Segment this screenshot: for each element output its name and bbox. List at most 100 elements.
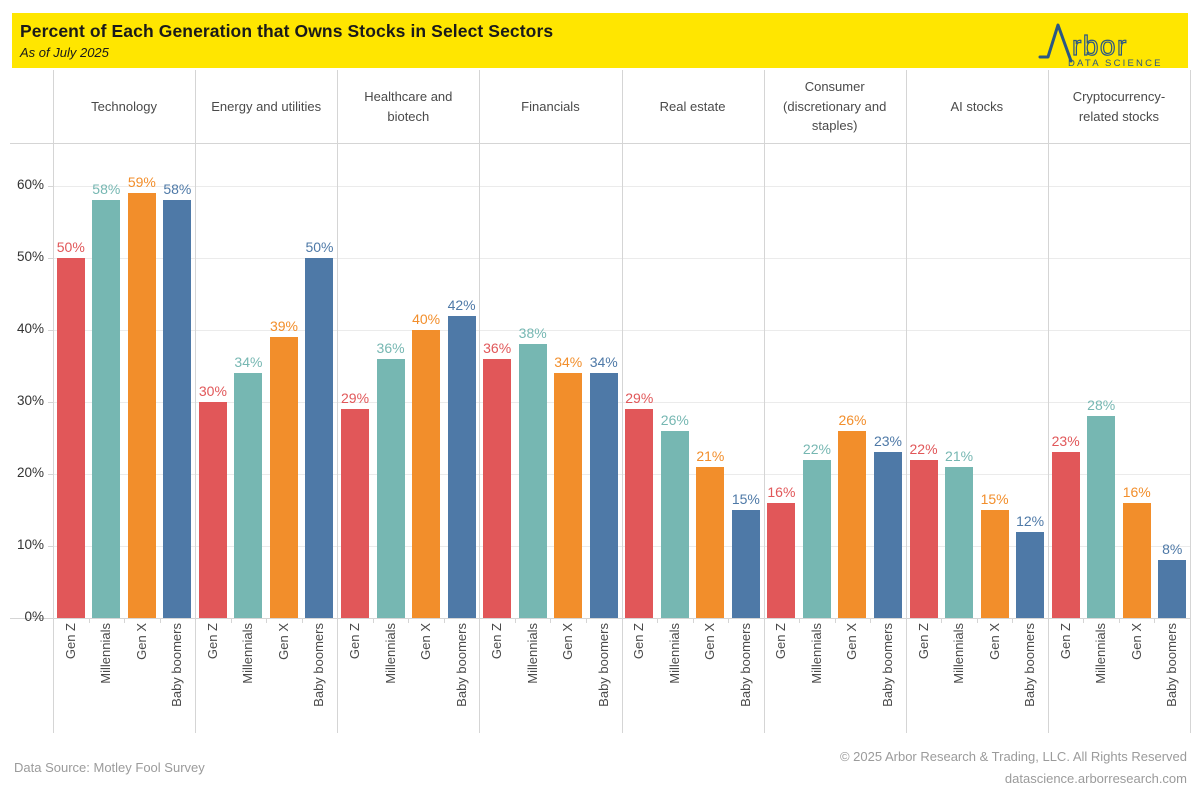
logo-tagline-text: DATA SCIENCE <box>1068 58 1163 68</box>
x-tick-label: Millennials <box>382 623 398 684</box>
bar[interactable] <box>412 330 441 618</box>
panel-header: Consumer (discretionary and staples) <box>783 79 887 134</box>
data-source: Data Source: Motley Fool Survey <box>14 760 205 775</box>
website-link[interactable]: datascience.arborresearch.com <box>1004 770 1187 786</box>
bar[interactable] <box>731 510 760 618</box>
bar-value-label: 23% <box>873 433 902 450</box>
bar-value-label: 16% <box>767 483 796 500</box>
bar-value-label: 36% <box>483 339 512 356</box>
panel-divider <box>621 70 623 733</box>
x-tick-mark <box>870 618 872 623</box>
bar[interactable] <box>1087 416 1116 618</box>
bar[interactable] <box>1158 560 1187 618</box>
panel-divider <box>53 70 54 733</box>
panel-divider <box>1190 70 1191 733</box>
bar-value-label: 28% <box>1087 397 1116 414</box>
bar-value-label: 23% <box>1051 433 1080 450</box>
bar[interactable] <box>1051 452 1080 618</box>
panel-divider <box>905 70 907 733</box>
x-tick-label: Gen Z <box>204 623 220 660</box>
bar[interactable] <box>92 200 121 618</box>
bar[interactable] <box>625 409 654 618</box>
x-tick-label: Baby boomers <box>737 623 753 707</box>
bar-value-label: 8% <box>1162 541 1183 558</box>
y-tick-label: 50% <box>16 249 44 264</box>
y-tick-label: 40% <box>16 321 44 336</box>
panel-header: AI stocks <box>950 98 1004 114</box>
x-tick-mark <box>585 618 587 623</box>
x-tick-label: Gen Z <box>773 623 789 660</box>
bar[interactable] <box>589 373 618 618</box>
bar[interactable] <box>447 315 476 618</box>
x-tick-mark <box>88 618 90 623</box>
x-tick-mark <box>266 618 268 623</box>
bar[interactable] <box>127 193 156 618</box>
x-tick-label: Baby boomers <box>311 623 327 707</box>
bar-value-label: 58% <box>92 181 121 198</box>
x-tick-label: Millennials <box>98 623 114 684</box>
copyright-text: © 2025 Arbor Research & Trading, LLC. Al… <box>839 749 1187 764</box>
bar-value-label: 29% <box>625 390 654 407</box>
bar-value-label: 29% <box>341 390 370 407</box>
bar[interactable] <box>802 459 831 618</box>
y-tick-mark <box>48 546 53 547</box>
bar-value-label: 59% <box>127 174 156 191</box>
bar[interactable] <box>909 459 938 618</box>
bar-value-label: 21% <box>696 447 725 464</box>
bar[interactable] <box>341 409 370 618</box>
x-tick-label: Gen Z <box>631 623 647 660</box>
x-tick-label: Gen X <box>418 623 434 660</box>
bar[interactable] <box>198 402 227 618</box>
x-tick-mark <box>550 618 552 623</box>
bar-value-label: 22% <box>909 440 938 457</box>
bar[interactable] <box>376 358 405 618</box>
bar-value-label: 34% <box>589 354 618 371</box>
x-tick-mark <box>408 618 410 623</box>
bar[interactable] <box>660 430 689 618</box>
bar[interactable] <box>767 502 796 618</box>
x-tick-mark <box>834 618 836 623</box>
bar-value-label: 38% <box>518 325 547 342</box>
bar[interactable] <box>980 510 1009 618</box>
plot-top-border <box>10 143 1190 144</box>
bar[interactable] <box>269 337 298 618</box>
x-tick-label: Gen X <box>986 623 1002 660</box>
panel-divider <box>1047 70 1049 733</box>
x-tick-label: Baby boomers <box>453 623 469 707</box>
bar[interactable] <box>554 373 583 618</box>
bar-value-label: 15% <box>980 491 1009 507</box>
panel-divider <box>195 70 197 733</box>
x-tick-mark <box>443 618 445 623</box>
bar[interactable] <box>945 466 974 618</box>
y-tick-mark <box>48 258 53 259</box>
bar[interactable] <box>56 258 85 618</box>
bar-value-label: 39% <box>269 318 298 335</box>
x-tick-mark <box>799 618 801 623</box>
bar[interactable] <box>483 358 512 618</box>
x-tick-label: Millennials <box>240 623 256 684</box>
panel-header: Real estate <box>659 98 726 114</box>
bar-value-label: 40% <box>412 311 441 327</box>
x-tick-mark <box>1012 618 1014 623</box>
bar[interactable] <box>163 200 192 618</box>
y-tick-label: 0% <box>24 609 44 624</box>
x-tick-label: Millennials <box>524 623 540 684</box>
bar-value-label: 30% <box>198 383 227 399</box>
x-tick-label: Gen X <box>844 623 860 660</box>
bar[interactable] <box>696 466 725 618</box>
x-tick-mark <box>301 618 303 623</box>
bar[interactable] <box>873 452 902 618</box>
bar[interactable] <box>1016 531 1045 618</box>
x-tick-label: Millennials <box>666 623 682 684</box>
bar[interactable] <box>838 430 867 618</box>
x-tick-mark <box>514 618 516 623</box>
bar-value-label: 15% <box>731 491 760 507</box>
bar-value-label: 58% <box>163 181 192 198</box>
bar[interactable] <box>234 373 263 618</box>
y-tick-label: 60% <box>16 177 44 192</box>
bar[interactable] <box>518 344 547 618</box>
bar[interactable] <box>305 258 334 618</box>
bar[interactable] <box>1122 502 1151 618</box>
x-tick-label: Gen Z <box>489 623 505 660</box>
panel-header: Cryptocurrency-related stocks <box>1072 89 1166 124</box>
